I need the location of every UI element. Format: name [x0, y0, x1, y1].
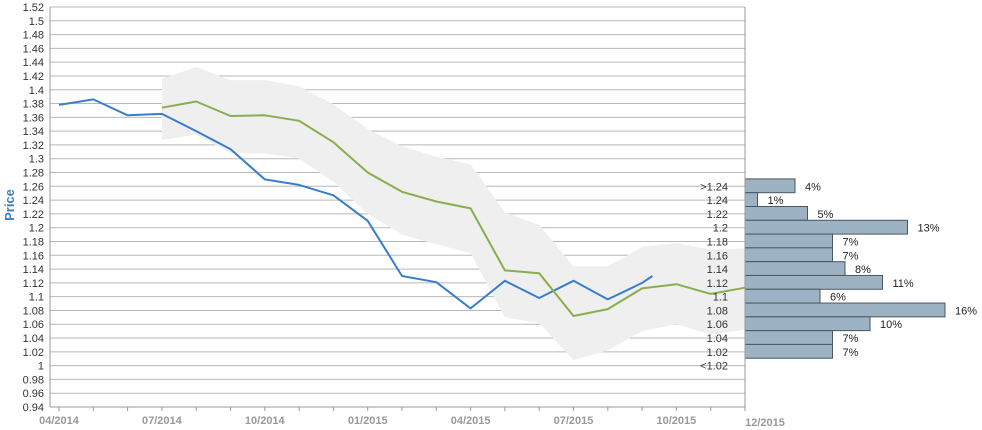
histogram-percent-label: 10%: [880, 319, 902, 331]
histogram-bin-label: 1.06: [707, 319, 728, 331]
histogram-bin-label: <1.02: [700, 361, 728, 373]
y-tick-label: 1.38: [23, 99, 44, 111]
forecast-band: [161, 67, 745, 361]
histogram-bin-label: 1.2: [713, 223, 728, 235]
y-tick-label: 1.1: [29, 292, 44, 304]
y-tick-label: 1.04: [23, 333, 44, 345]
y-tick-label: 1.24: [23, 195, 44, 207]
histogram-percent-label: 16%: [955, 305, 977, 317]
x-tick-label: 07/2014: [142, 415, 183, 427]
histogram-bin-label: 1.12: [707, 278, 728, 290]
y-tick-label: 1.3: [29, 154, 44, 166]
histogram-bar: [744, 178, 796, 194]
y-tick-label: 0.94: [23, 402, 44, 414]
histogram-percent-label: 7%: [843, 250, 859, 262]
x-tick-label: 01/2015: [348, 415, 388, 427]
histogram-bar: [744, 288, 821, 304]
y-tick-label: 1.14: [23, 264, 44, 276]
histogram-bar: [744, 233, 833, 249]
y-tick-label: 1.08: [23, 305, 44, 317]
histogram-percent-label: 6%: [830, 292, 846, 304]
histogram-percent-label: 13%: [918, 223, 940, 235]
y-tick-label: 1.22: [23, 209, 44, 221]
histogram-bar: [744, 302, 946, 318]
y-tick-label: 1.36: [23, 112, 44, 124]
y-tick-label: 1.44: [23, 57, 44, 69]
histogram-bin-label: 1.04: [707, 333, 728, 345]
x-tick-label: 07/2015: [554, 415, 594, 427]
histogram-bar: [744, 261, 846, 276]
y-tick-label: 1.28: [23, 168, 44, 180]
y-tick-label: 1.48: [23, 30, 44, 42]
histogram-bar: [744, 274, 883, 290]
x-tick-label: 04/2015: [451, 415, 491, 427]
histogram-bar: [744, 316, 871, 332]
histogram-percent-label: 8%: [855, 264, 871, 276]
y-tick-label: 1.46: [23, 43, 44, 55]
axes: 0.940.960.9811.021.041.061.081.11.121.14…: [23, 2, 785, 429]
y-axis-label: Price: [2, 189, 17, 221]
histogram-bar: [744, 343, 833, 359]
histogram-percent-label: 7%: [843, 333, 859, 345]
histogram-percent-label: 11%: [893, 278, 914, 290]
histogram-percent-label: 7%: [843, 347, 859, 359]
confidence-band: [161, 67, 745, 361]
histogram-bar: [744, 219, 908, 235]
y-tick-label: 1.52: [23, 2, 44, 14]
histogram-bin-label: 1.24: [707, 195, 728, 207]
y-tick-label: 1.26: [23, 181, 44, 193]
x-tick-label: 10/2014: [245, 415, 286, 427]
y-tick-label: 1.2: [29, 223, 44, 235]
histogram-bin-label: 1.1: [713, 292, 728, 304]
histogram-bar: [744, 330, 833, 345]
y-tick-label: 0.96: [23, 388, 44, 400]
y-tick-label: 1.34: [23, 126, 44, 138]
histogram-percent-label: 1%: [768, 195, 784, 207]
histogram-bin-label: 1.02: [707, 347, 728, 359]
series-line-1: [58, 98, 653, 310]
y-tick-label: 1.4: [29, 85, 44, 97]
y-tick-label: 1.42: [23, 71, 44, 83]
histogram-bin-label: 1.16: [707, 250, 728, 262]
price-series: [58, 98, 746, 317]
y-tick-label: 1.12: [23, 278, 44, 290]
histogram-bin-label: 1.18: [707, 236, 728, 248]
y-tick-label: 1.18: [23, 236, 44, 248]
histogram-bar: [744, 206, 808, 221]
x-tick-label: 04/2014: [39, 415, 80, 427]
histogram-bin-label: 1.08: [707, 305, 728, 317]
histogram-percent-label: 4%: [805, 181, 821, 193]
histogram-bin-label: >1.24: [700, 181, 728, 193]
histogram-bar: [744, 192, 758, 207]
y-tick-label: 1: [38, 361, 44, 373]
histogram-bin-label: 1.22: [707, 209, 728, 221]
histogram-percent-label: 7%: [843, 236, 859, 248]
histogram-bin-label: 1.14: [707, 264, 728, 276]
y-tick-label: 1.06: [23, 319, 44, 331]
y-tick-label: 1.5: [29, 16, 44, 28]
histogram-bar: [744, 247, 833, 263]
series-line-2: [161, 100, 746, 317]
y-tick-label: 1.02: [23, 347, 44, 359]
x-tick-label: 10/2015: [657, 415, 697, 427]
y-tick-label: 0.98: [23, 374, 44, 386]
histogram-percent-label: 5%: [818, 209, 834, 221]
y-tick-label: 1.16: [23, 250, 44, 262]
x-tick-label: 12/2015: [745, 417, 785, 429]
y-tick-label: 1.32: [23, 140, 44, 152]
